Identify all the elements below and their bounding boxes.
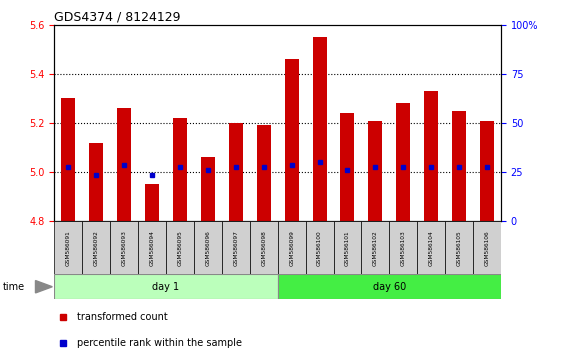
Bar	[117, 108, 131, 221]
Bar	[54, 274, 278, 299]
Bar	[278, 221, 306, 274]
Text: GSM586099: GSM586099	[289, 230, 294, 266]
Text: GSM586093: GSM586093	[122, 230, 127, 266]
Text: GSM586101: GSM586101	[345, 230, 350, 266]
Text: time: time	[3, 282, 25, 292]
Bar	[145, 184, 159, 221]
Bar	[306, 221, 333, 274]
Bar	[417, 221, 445, 274]
Bar	[473, 221, 501, 274]
Text: GSM586094: GSM586094	[150, 230, 155, 266]
Text: GSM586095: GSM586095	[177, 230, 182, 266]
Bar	[284, 59, 298, 221]
Text: percentile rank within the sample: percentile rank within the sample	[77, 338, 242, 348]
Text: GSM586098: GSM586098	[261, 230, 266, 266]
Bar	[250, 221, 278, 274]
Bar	[138, 221, 166, 274]
Bar	[173, 118, 187, 221]
Text: GSM586102: GSM586102	[373, 230, 378, 266]
Bar	[312, 37, 327, 221]
Text: GSM586091: GSM586091	[66, 230, 71, 266]
Text: GSM586105: GSM586105	[457, 230, 462, 266]
Bar	[278, 274, 501, 299]
Bar	[257, 125, 271, 221]
Bar	[194, 221, 222, 274]
Bar	[222, 221, 250, 274]
Text: GSM586106: GSM586106	[485, 230, 490, 266]
Bar	[389, 221, 417, 274]
Bar	[445, 221, 473, 274]
Text: GSM586104: GSM586104	[429, 230, 434, 266]
Text: day 60: day 60	[373, 282, 406, 292]
Text: GSM586092: GSM586092	[94, 230, 99, 266]
Text: transformed count: transformed count	[77, 312, 168, 322]
Bar	[82, 221, 110, 274]
Bar	[341, 113, 355, 221]
Text: GSM586103: GSM586103	[401, 230, 406, 266]
Bar	[480, 121, 494, 221]
Bar	[166, 221, 194, 274]
Bar	[452, 111, 466, 221]
Text: GSM586096: GSM586096	[205, 230, 210, 266]
Text: GSM586097: GSM586097	[233, 230, 238, 266]
Bar	[369, 121, 383, 221]
Bar	[396, 103, 410, 221]
Polygon shape	[35, 280, 52, 293]
Bar	[229, 123, 243, 221]
Bar	[61, 98, 75, 221]
Bar	[361, 221, 389, 274]
Text: GSM586100: GSM586100	[317, 230, 322, 266]
Bar	[110, 221, 138, 274]
Bar	[201, 158, 215, 221]
Text: GDS4374 / 8124129: GDS4374 / 8124129	[54, 11, 181, 24]
Bar	[333, 221, 361, 274]
Text: day 1: day 1	[153, 282, 180, 292]
Bar	[54, 221, 82, 274]
Bar	[89, 143, 103, 221]
Bar	[424, 91, 438, 221]
